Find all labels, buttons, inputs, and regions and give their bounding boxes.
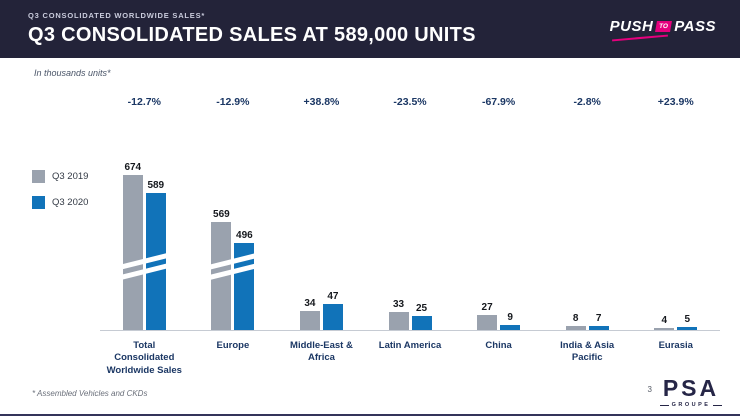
legend-swatch-q3-2020 [32, 196, 45, 209]
category-label: Total Consolidated Worldwide Sales [106, 340, 182, 376]
bar-column: 47 [322, 291, 343, 330]
bar-value-label: 9 [507, 312, 513, 324]
chart-group: -12.9% 569 496 Europe [189, 88, 278, 378]
pct-change-label: +23.9% [657, 96, 694, 108]
bar-column: 674 [122, 162, 143, 330]
ptp-pass-label: PASS [674, 18, 716, 35]
category-label: Europe [216, 340, 250, 351]
pct-change-label: -12.7% [127, 96, 161, 108]
bar-value-label: 569 [213, 209, 230, 220]
bar-q3-2020 [500, 325, 521, 330]
axis-break-mark [199, 251, 267, 282]
units-note: In thousands units* [34, 68, 111, 78]
pct-change-label: -12.9% [216, 96, 250, 108]
bar-column: 25 [411, 303, 432, 330]
pct-change-label: -2.8% [573, 96, 601, 108]
bar-q3-2019 [477, 315, 498, 330]
page-number: 3 [647, 385, 652, 394]
bar-value-label: 47 [327, 291, 339, 303]
bar-q3-2019 [654, 327, 675, 330]
bar-value-label: 7 [595, 313, 602, 325]
bar-q3-2019 [388, 311, 409, 330]
chart-group: +38.8% 34 47 Middle-East & Africa [277, 88, 366, 378]
legend-label-q3-2019: Q3 2019 [52, 171, 89, 182]
bar-q3-2019 [122, 175, 143, 330]
chart-group: -2.8% 8 7 India & Asia Pacific [543, 88, 632, 378]
category-label: China [485, 340, 512, 351]
bar-column: 5 [677, 314, 698, 330]
bar-pair: 674 589 [100, 162, 189, 330]
bar-pair: 569 496 [189, 209, 278, 330]
bar-value-label: 5 [684, 314, 691, 326]
bar-column: 496 [234, 230, 255, 330]
psa-rule-right [713, 404, 722, 406]
bar-value-label: 25 [415, 303, 428, 315]
bar-q3-2020 [322, 304, 343, 330]
legend: Q3 2019 Q3 2020 [32, 170, 88, 209]
chart-groups: -12.7% 674 589 Total Consolidated Worldwide… [100, 88, 720, 378]
pct-change-label: +38.8% [303, 96, 340, 108]
psa-groupe-row: GROUPE [660, 402, 722, 408]
category-label: Middle-East & Africa [290, 340, 353, 364]
chart-group: -67.9% 27 9 China [454, 88, 543, 378]
chart: -12.7% 674 589 Total Consolidated Worldwide… [100, 88, 720, 378]
psa-groupe-label: GROUPE [671, 402, 711, 408]
x-axis-line [100, 330, 720, 331]
chart-group: +23.9% 4 5 Eurasia [631, 88, 720, 378]
chart-group: -12.7% 674 589 Total Consolidated Worldwide… [100, 88, 189, 378]
bar-value-label: 496 [236, 230, 253, 241]
bar-value-label: 4 [661, 314, 668, 326]
bar-value-label: 34 [304, 298, 316, 310]
header-text-block: Q3 CONSOLIDATED WORLDWIDE SALES* Q3 CONS… [0, 11, 476, 47]
category-label: Eurasia [658, 340, 693, 351]
bar-column: 4 [654, 314, 675, 330]
bar-column: 589 [145, 180, 166, 330]
bar-value-label: 8 [572, 312, 579, 324]
ptp-to-badge: TO [655, 21, 673, 32]
bar-q3-2020 [411, 316, 432, 330]
bar-q3-2020 [588, 326, 609, 330]
bar-column: 9 [500, 312, 521, 330]
psa-wordmark: PSA [662, 375, 720, 401]
bar-column: 8 [565, 312, 586, 330]
bar-column: 33 [388, 298, 409, 330]
axis-break-mark [110, 251, 179, 282]
pct-change-label: -23.5% [393, 96, 427, 108]
bar-value-label: 27 [481, 302, 493, 314]
bar-value-label: 33 [392, 298, 405, 310]
legend-swatch-q3-2019 [32, 170, 45, 183]
footnote: * Assembled Vehicles and CKDs [32, 389, 148, 398]
bottom-border [0, 414, 740, 416]
bar-pair: 27 9 [454, 302, 543, 330]
bar-q3-2020 [145, 193, 166, 330]
pct-change-label: -67.9% [481, 96, 516, 108]
bar-column: 34 [299, 298, 320, 330]
category-label: Latin America [378, 340, 442, 351]
legend-item-q3-2020: Q3 2020 [32, 196, 88, 209]
push-to-pass-logo: PUSH TO PASS [610, 18, 716, 35]
bar-column: 7 [588, 313, 609, 330]
header: Q3 CONSOLIDATED WORLDWIDE SALES* Q3 CONS… [0, 0, 740, 58]
bar-q3-2020 [677, 327, 698, 330]
bar-column: 27 [477, 302, 498, 330]
header-eyebrow: Q3 CONSOLIDATED WORLDWIDE SALES* [28, 11, 206, 20]
legend-label-q3-2020: Q3 2020 [52, 197, 89, 208]
legend-item-q3-2019: Q3 2019 [32, 170, 88, 183]
page-title: Q3 CONSOLIDATED SALES AT 589,000 UNITS [28, 24, 476, 46]
bar-value-label: 589 [147, 180, 165, 191]
chart-group: -23.5% 33 25 Latin America [366, 88, 455, 378]
category-label: India & Asia Pacific [560, 340, 615, 364]
bar-pair: 33 25 [366, 299, 455, 330]
psa-logo: PSA GROUPE [660, 377, 722, 408]
bar-q3-2019 [565, 325, 586, 330]
bar-pair: 34 47 [277, 291, 366, 330]
bar-q3-2019 [299, 311, 320, 330]
psa-rule-left [660, 404, 669, 406]
bar-value-label: 674 [124, 162, 142, 173]
ptp-push-label: PUSH [609, 18, 654, 35]
